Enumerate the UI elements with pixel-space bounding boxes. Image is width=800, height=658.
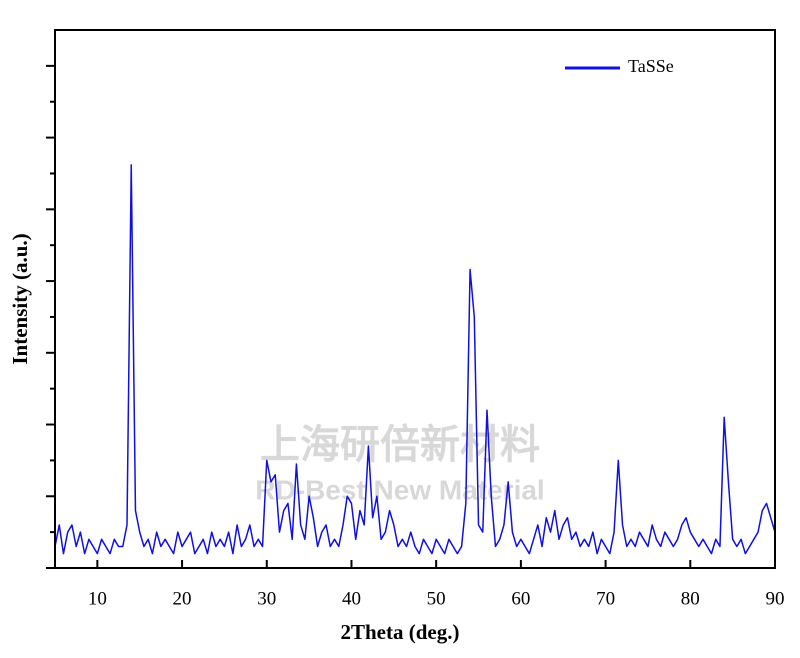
watermark: 上海研倍新材料 (260, 422, 540, 468)
x-tick-label: 50 (427, 588, 446, 609)
y-axis-label: Intensity (a.u.) (8, 233, 32, 364)
x-axis-label: 2Theta (deg.) (341, 620, 460, 644)
x-tick-label: 60 (511, 588, 530, 609)
x-tick-label: 30 (257, 588, 276, 609)
x-tick-label: 80 (681, 588, 700, 609)
x-tick-label: 40 (342, 588, 361, 609)
x-tick-label: 70 (596, 588, 615, 609)
plot-frame (54, 29, 776, 569)
x-tick-label: 10 (88, 588, 107, 609)
x-tick-label: 20 (173, 588, 192, 609)
legend-label: TaSSe (628, 56, 674, 76)
data-line (54, 164, 776, 555)
watermark: RD-Best New Material (255, 474, 544, 505)
x-tick-label: 90 (766, 588, 785, 609)
